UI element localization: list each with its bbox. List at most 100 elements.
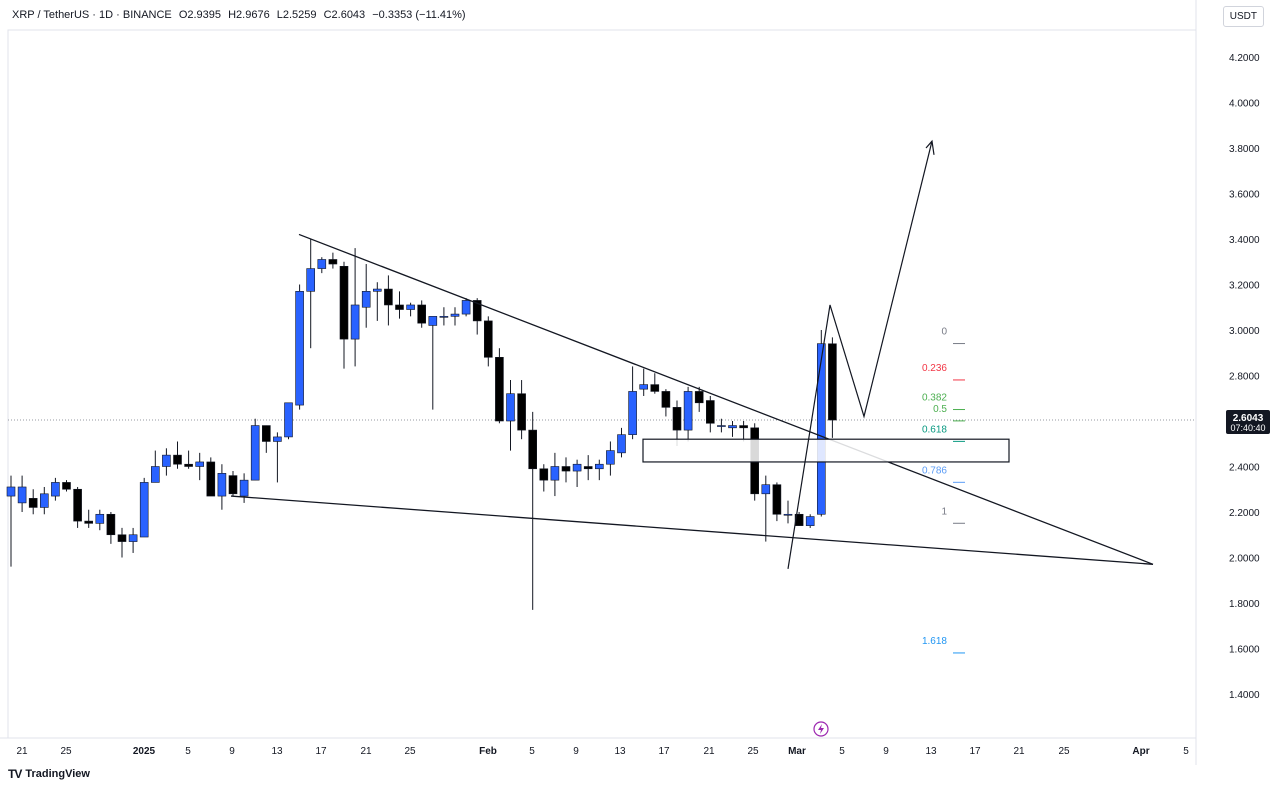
currency-button[interactable]: USDT: [1222, 6, 1264, 27]
plot-frame: [7, 29, 1197, 739]
candle-body[interactable]: [739, 425, 748, 429]
candle-body[interactable]: [772, 484, 782, 515]
candle-body[interactable]: [62, 482, 71, 490]
candle-body[interactable]: [517, 393, 526, 431]
candle-body[interactable]: [28, 498, 38, 508]
candle-body[interactable]: [450, 313, 460, 317]
candle-body[interactable]: [95, 513, 105, 524]
candle-body[interactable]: [606, 450, 615, 465]
candle-body[interactable]: [84, 520, 93, 524]
candle-body[interactable]: [395, 304, 404, 310]
x-tick-label: 17: [658, 746, 670, 757]
fib-level-label: 0.382: [922, 393, 947, 404]
candle-body[interactable]: [206, 461, 216, 497]
candle-body[interactable]: [572, 463, 582, 472]
candle-body[interactable]: [650, 384, 660, 392]
candle-body[interactable]: [461, 300, 471, 315]
candle-body[interactable]: [805, 516, 815, 526]
candle-body[interactable]: [406, 304, 415, 310]
lower-trendline[interactable]: [230, 495, 1154, 565]
candle-body[interactable]: [239, 479, 249, 497]
candle-body[interactable]: [783, 513, 793, 516]
candle-body[interactable]: [594, 463, 604, 470]
x-tick-label: 2025: [133, 746, 156, 757]
y-tick-label: 3.8000: [1229, 144, 1260, 155]
candle-body[interactable]: [39, 493, 49, 508]
candle-body[interactable]: [195, 461, 204, 467]
candle-body[interactable]: [372, 288, 382, 292]
candle-body[interactable]: [384, 288, 393, 306]
candle-body[interactable]: [73, 488, 82, 522]
candle-body[interactable]: [217, 473, 227, 497]
y-tick-label: 3.4000: [1229, 235, 1260, 246]
candle-body[interactable]: [628, 391, 637, 435]
low-value: L2.5259: [276, 9, 317, 21]
candle-body[interactable]: [284, 402, 293, 438]
candle-body[interactable]: [828, 343, 837, 421]
candle-body[interactable]: [528, 429, 538, 470]
candle-body[interactable]: [672, 407, 682, 431]
candle-body[interactable]: [51, 482, 60, 497]
candle-body[interactable]: [661, 391, 671, 408]
candle-body[interactable]: [261, 425, 271, 442]
candle-body[interactable]: [583, 466, 593, 470]
candle-body[interactable]: [694, 391, 704, 404]
projection-path[interactable]: [787, 141, 933, 569]
candle-body[interactable]: [417, 304, 427, 324]
candle-body[interactable]: [550, 466, 560, 481]
fib-level-label: 0.618: [922, 424, 947, 435]
candle-body[interactable]: [295, 291, 304, 406]
symbol-label[interactable]: XRP / TetherUS · 1D · BINANCE: [12, 9, 172, 21]
candle-body[interactable]: [173, 454, 182, 465]
upper-trendline[interactable]: [298, 233, 1154, 565]
tradingview-logo[interactable]: TV TradingView: [8, 767, 90, 781]
candle-body[interactable]: [761, 484, 771, 495]
candle-body[interactable]: [816, 343, 826, 515]
candle-body[interactable]: [539, 468, 549, 481]
candle-body[interactable]: [683, 391, 693, 431]
x-tick-label: 21: [1013, 746, 1025, 757]
candle-body[interactable]: [561, 466, 571, 472]
candle-body[interactable]: [162, 454, 171, 467]
candle-body[interactable]: [317, 259, 327, 269]
candle-body[interactable]: [339, 265, 349, 340]
candle-body[interactable]: [139, 482, 149, 538]
candle-body[interactable]: [794, 513, 804, 526]
high-value: H2.9676: [228, 9, 270, 21]
candle-body[interactable]: [106, 513, 116, 536]
candle-body[interactable]: [717, 425, 726, 427]
candle-body[interactable]: [117, 534, 127, 542]
candle-body[interactable]: [472, 300, 482, 322]
candle-body[interactable]: [128, 534, 138, 542]
candle-body[interactable]: [184, 463, 193, 467]
x-tick-label: Feb: [479, 746, 497, 757]
candle-body[interactable]: [483, 320, 493, 358]
candle-body[interactable]: [495, 356, 504, 422]
candle-body[interactable]: [6, 486, 16, 497]
candle-body[interactable]: [428, 316, 438, 326]
candle-body[interactable]: [228, 475, 238, 495]
candle-body[interactable]: [439, 316, 449, 318]
y-tick-label: 2.0000: [1229, 554, 1260, 565]
candle-body[interactable]: [617, 434, 626, 454]
candle-body[interactable]: [639, 384, 649, 390]
candle-body[interactable]: [328, 259, 338, 265]
candle-body[interactable]: [306, 268, 316, 292]
y-tick-label: 4.0000: [1229, 99, 1260, 110]
candle-body[interactable]: [250, 425, 260, 481]
candle-body[interactable]: [350, 304, 360, 340]
open-value: O2.9395: [178, 9, 222, 21]
price-tag-value: 2.6043: [1233, 413, 1264, 424]
x-tick-label: 5: [185, 746, 191, 757]
tradingview-icon: TV: [8, 767, 22, 781]
candle-body[interactable]: [728, 425, 737, 429]
candle-body[interactable]: [361, 291, 371, 308]
candle-body[interactable]: [17, 486, 27, 504]
fib-level-label: 1: [941, 506, 947, 517]
support-zone-box[interactable]: [642, 438, 1010, 463]
candle-body[interactable]: [151, 466, 160, 483]
candle-body[interactable]: [506, 393, 515, 422]
candle-body[interactable]: [273, 436, 282, 442]
candle-body[interactable]: [705, 400, 715, 424]
